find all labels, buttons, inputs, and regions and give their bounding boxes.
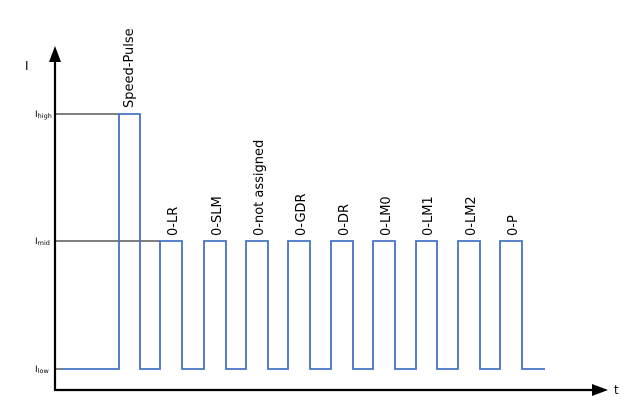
pulse-label-0-lr: 0-LR bbox=[166, 207, 181, 236]
pulse-label-0-p: 0-P bbox=[506, 215, 521, 236]
x-axis-arrowhead bbox=[592, 384, 608, 396]
pulse-label-0-lm0: 0-LM0 bbox=[379, 196, 394, 236]
pulse-label-0-dr: 0-DR bbox=[337, 204, 352, 236]
level-label-high: Ihigh bbox=[35, 110, 52, 120]
pulse-label-0-gdr: 0-GDR bbox=[294, 193, 309, 236]
y-axis-arrowhead bbox=[49, 46, 61, 62]
pulse-label-0-lm1: 0-LM1 bbox=[421, 196, 436, 236]
pulse-label-0-not-assigned: 0-not assigned bbox=[252, 140, 267, 236]
level-label-mid: Imid bbox=[35, 237, 50, 247]
level-label-low: Ilow bbox=[35, 365, 49, 375]
pulse-label-0-slm: 0-SLM bbox=[210, 196, 225, 236]
pulse-label-speed-pulse: Speed-Pulse bbox=[122, 28, 137, 108]
pulse-label-0-lm2: 0-LM2 bbox=[464, 196, 479, 236]
current-waveform bbox=[62, 113, 545, 370]
y-axis-label: I bbox=[25, 59, 29, 73]
x-axis-label: t bbox=[614, 383, 619, 397]
